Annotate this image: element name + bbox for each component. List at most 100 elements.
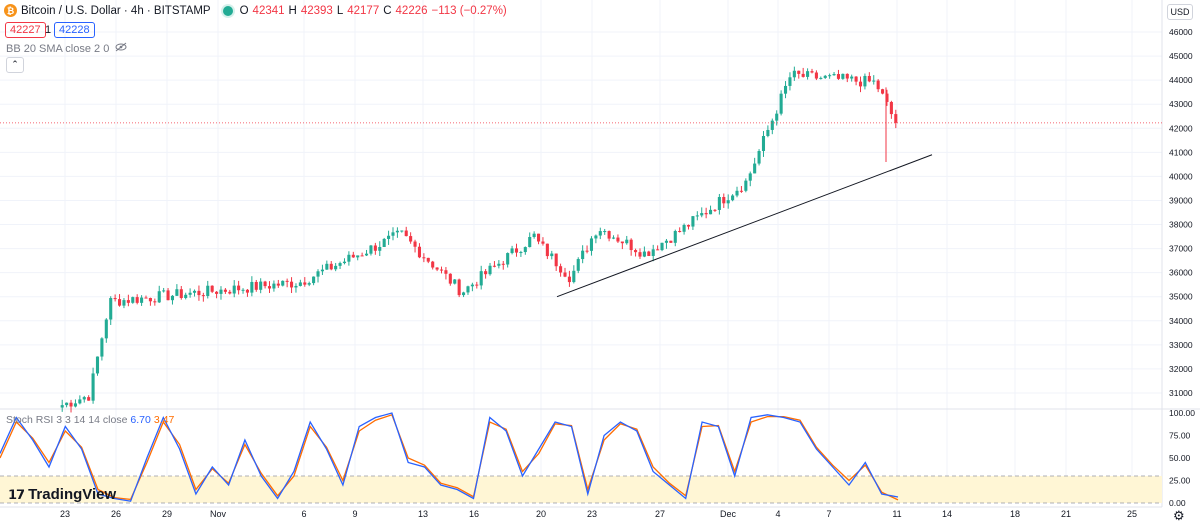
- x-tick-label: 23: [587, 509, 597, 519]
- candle-body: [797, 70, 801, 74]
- candle-body: [488, 265, 492, 275]
- symbol-title[interactable]: Bitcoin / U.S. Dollar · 4h · BITSTAMP: [21, 4, 211, 17]
- candle-body: [545, 243, 549, 257]
- candle-body: [819, 77, 823, 79]
- x-tick-label: 4: [775, 509, 780, 519]
- currency-selector[interactable]: USD: [1167, 4, 1193, 20]
- candle-body: [232, 285, 236, 294]
- candle-body: [201, 295, 205, 297]
- candle-body: [245, 289, 249, 293]
- y-tick-label: 46000: [1169, 27, 1193, 37]
- candle-body: [400, 230, 404, 232]
- candle-body: [404, 230, 408, 237]
- candle-body: [228, 291, 232, 294]
- y-tick-label: 41000: [1169, 147, 1193, 157]
- candle-body: [541, 241, 545, 244]
- candle-body: [364, 253, 369, 256]
- candle-body: [334, 265, 338, 270]
- candle-body: [272, 283, 276, 289]
- candle-body: [126, 300, 130, 303]
- candle-body: [823, 75, 827, 78]
- osc-tick-label: 0.00: [1169, 498, 1186, 508]
- candle-body: [625, 239, 629, 244]
- candle-body: [748, 173, 752, 181]
- osc-tick-label: 25.00: [1169, 476, 1191, 486]
- market-status-icon: [222, 5, 233, 16]
- x-tick-label: 7: [826, 509, 831, 519]
- candle-body: [656, 249, 660, 251]
- candle-body: [237, 285, 241, 291]
- candle-body: [620, 241, 624, 244]
- candle-body: [638, 252, 642, 257]
- candle-body: [523, 247, 527, 253]
- candle-body: [739, 190, 743, 192]
- open-value: 42341: [252, 4, 285, 17]
- candle-body: [682, 225, 686, 232]
- candle-body: [378, 247, 382, 251]
- candle-body: [135, 297, 139, 303]
- candle-body: [409, 236, 413, 242]
- candle-body: [731, 195, 735, 201]
- candle-body: [722, 197, 726, 204]
- candle-body: [814, 72, 818, 79]
- x-tick-label: 27: [655, 509, 665, 519]
- eye-crossed-icon[interactable]: [115, 42, 127, 55]
- candle-body: [704, 213, 708, 215]
- candle-body: [65, 402, 69, 406]
- candle-body: [576, 259, 580, 271]
- candle-body: [536, 233, 541, 242]
- candle-body: [876, 80, 880, 90]
- x-tick-label: 20: [536, 509, 546, 519]
- candle-body: [894, 114, 898, 123]
- candle-body: [841, 73, 845, 79]
- candle-body: [95, 356, 100, 374]
- y-tick-label: 43000: [1169, 99, 1193, 109]
- x-tick-label: 25: [1127, 509, 1137, 519]
- x-tick-label: 21: [1061, 509, 1071, 519]
- candle-body: [497, 263, 501, 266]
- candle-body: [594, 235, 598, 239]
- candle-body: [611, 237, 616, 239]
- buy-price-button[interactable]: 42228: [54, 22, 95, 38]
- sell-price-button[interactable]: 42227: [5, 22, 46, 38]
- candle-body: [188, 292, 192, 295]
- candle-body: [113, 298, 117, 300]
- candle-body: [144, 297, 148, 299]
- indicator-legend: BB 20 SMA close 2 0: [6, 42, 127, 55]
- gear-icon[interactable]: ⚙: [1173, 508, 1185, 523]
- candle-body: [431, 261, 435, 268]
- candle-body: [435, 267, 439, 270]
- y-tick-label: 38000: [1169, 220, 1193, 230]
- candle-body: [276, 283, 280, 286]
- candle-body: [210, 285, 214, 292]
- candle-body: [669, 240, 673, 243]
- oversold-band: [0, 476, 1162, 503]
- candle-body: [179, 289, 183, 299]
- candle-body: [770, 120, 774, 130]
- collapse-legend-button[interactable]: ⌃: [6, 57, 24, 73]
- candle-body: [69, 402, 73, 407]
- y-tick-label: 37000: [1169, 244, 1193, 254]
- candle-body: [184, 294, 188, 299]
- candle-body: [589, 238, 594, 251]
- stoch-rsi-label[interactable]: Stoch RSI 3 3 14 14 close: [6, 414, 128, 426]
- candle-body: [223, 289, 227, 292]
- x-tick-label: Dec: [720, 509, 737, 519]
- x-tick-label: 29: [162, 509, 172, 519]
- candle-body: [514, 248, 519, 253]
- x-tick-label: 11: [892, 509, 901, 519]
- candle-body: [413, 241, 417, 247]
- candle-body: [854, 76, 858, 82]
- candle-body: [872, 80, 876, 82]
- candle-body: [766, 129, 770, 136]
- candle-body: [863, 75, 867, 87]
- y-tick-label: 45000: [1169, 51, 1193, 61]
- candle-body: [281, 280, 285, 286]
- candle-body: [166, 290, 170, 301]
- candle-body: [170, 295, 175, 301]
- candle-body: [175, 289, 179, 296]
- candle-body: [673, 231, 677, 243]
- candle-body: [744, 180, 748, 191]
- indicator-label[interactable]: BB 20 SMA close 2 0: [6, 42, 110, 55]
